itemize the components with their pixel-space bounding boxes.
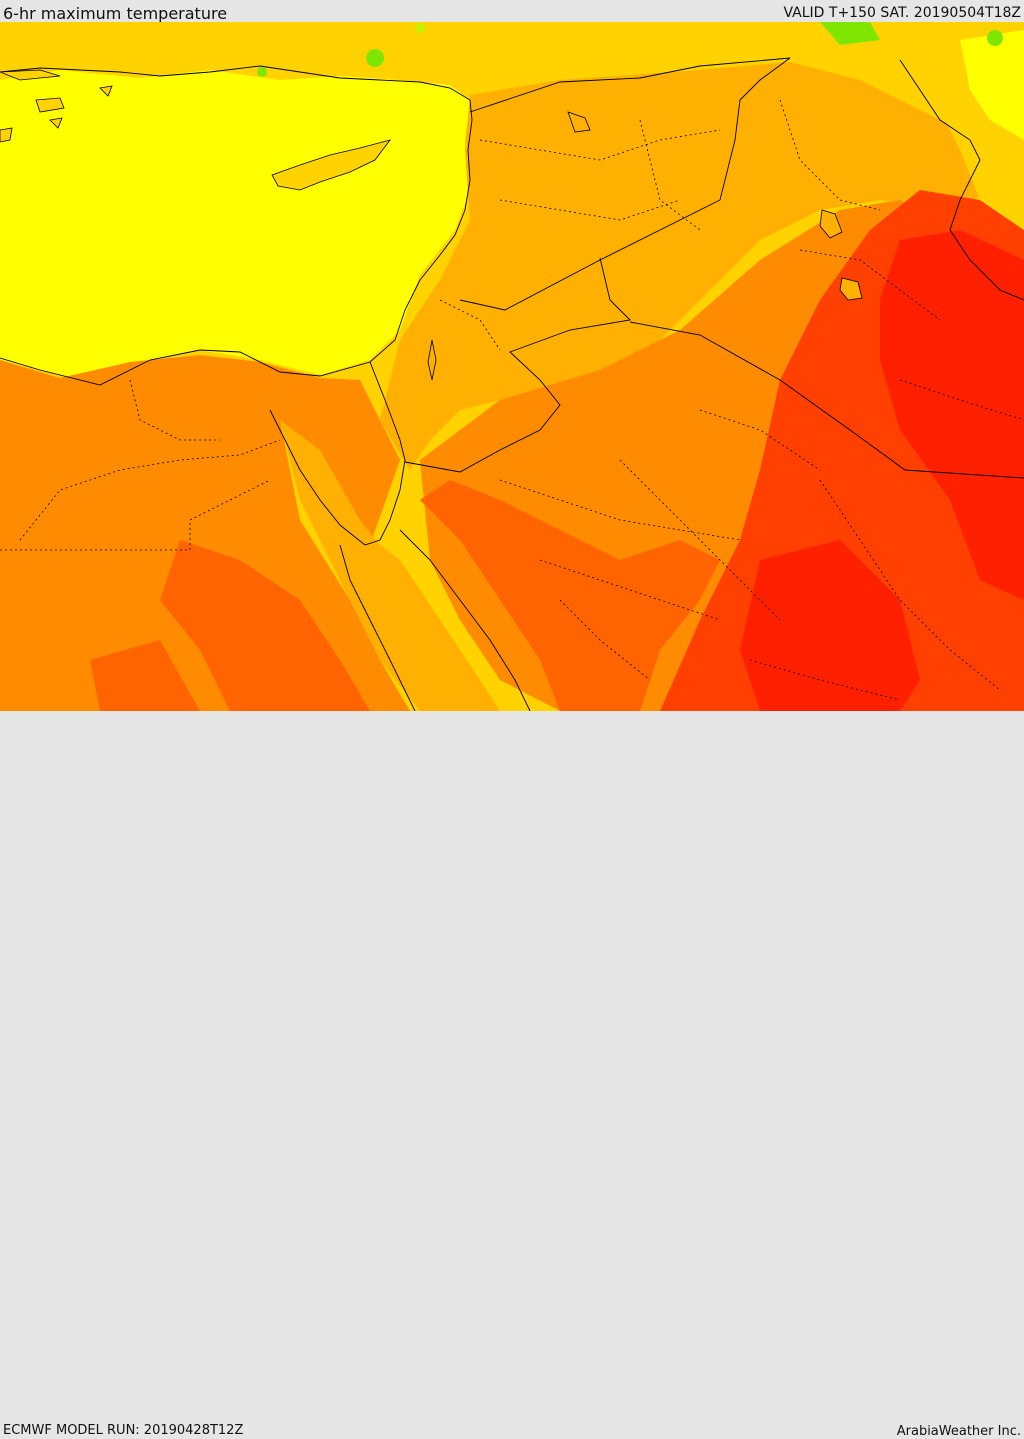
map-title: 6-hr maximum temperature bbox=[3, 4, 228, 23]
dead-sea bbox=[427, 339, 437, 381]
zagros-cool bbox=[960, 30, 1024, 140]
header-bar: 6-hr maximum temperature VALID T+150 SAT… bbox=[0, 0, 1024, 23]
cool-patch-turkey bbox=[366, 49, 384, 67]
border-iraq-iran bbox=[899, 59, 1024, 301]
border-jordan-saudi bbox=[404, 257, 631, 473]
temperature-map[interactable] bbox=[0, 22, 1024, 711]
cyprus bbox=[271, 139, 392, 191]
red-sea bbox=[280, 420, 500, 711]
lake-razzaza bbox=[839, 277, 863, 301]
lake-assad bbox=[567, 111, 591, 133]
cool-patch-turkey-2 bbox=[257, 67, 267, 77]
southern-iraq-core bbox=[880, 230, 1024, 600]
border-syria-iraq-jordan bbox=[459, 57, 791, 311]
border-egypt-israel bbox=[369, 361, 406, 461]
suez-aqaba-coast bbox=[269, 409, 406, 546]
credit-text: ArabiaWeather Inc. bbox=[896, 1424, 1021, 1439]
najd-core bbox=[740, 540, 920, 711]
mediterranean-sea bbox=[0, 70, 470, 385]
aegean-islands bbox=[0, 69, 113, 143]
lake-tharthar bbox=[819, 209, 843, 239]
valid-time: VALID T+150 SAT. 20190504T18Z bbox=[783, 5, 1021, 21]
sw-egypt-hot bbox=[90, 640, 200, 711]
province-borders bbox=[0, 99, 1024, 701]
cool-patch-ne bbox=[987, 30, 1003, 46]
red-sea-east-coast bbox=[399, 529, 531, 711]
levant-region bbox=[380, 62, 1000, 470]
border-iraq-saudi bbox=[629, 321, 1024, 479]
hejaz-hot bbox=[420, 480, 720, 711]
cool-patch-north bbox=[820, 22, 880, 45]
model-run: ECMWF MODEL RUN: 20190428T12Z bbox=[3, 1423, 244, 1438]
map-canvas bbox=[0, 22, 1024, 711]
red-sea-west-coast bbox=[339, 544, 416, 711]
upper-egypt-hot bbox=[160, 540, 370, 711]
footer-bar: ECMWF MODEL RUN: 20190428T12Z ArabiaWeat… bbox=[0, 711, 1024, 1439]
cool-patch-turkey-3 bbox=[415, 23, 425, 33]
coastline-turkey bbox=[0, 65, 301, 77]
coastline-levant bbox=[0, 71, 473, 386]
border-turkey-syria bbox=[469, 57, 791, 113]
turkey-region bbox=[0, 22, 1024, 160]
